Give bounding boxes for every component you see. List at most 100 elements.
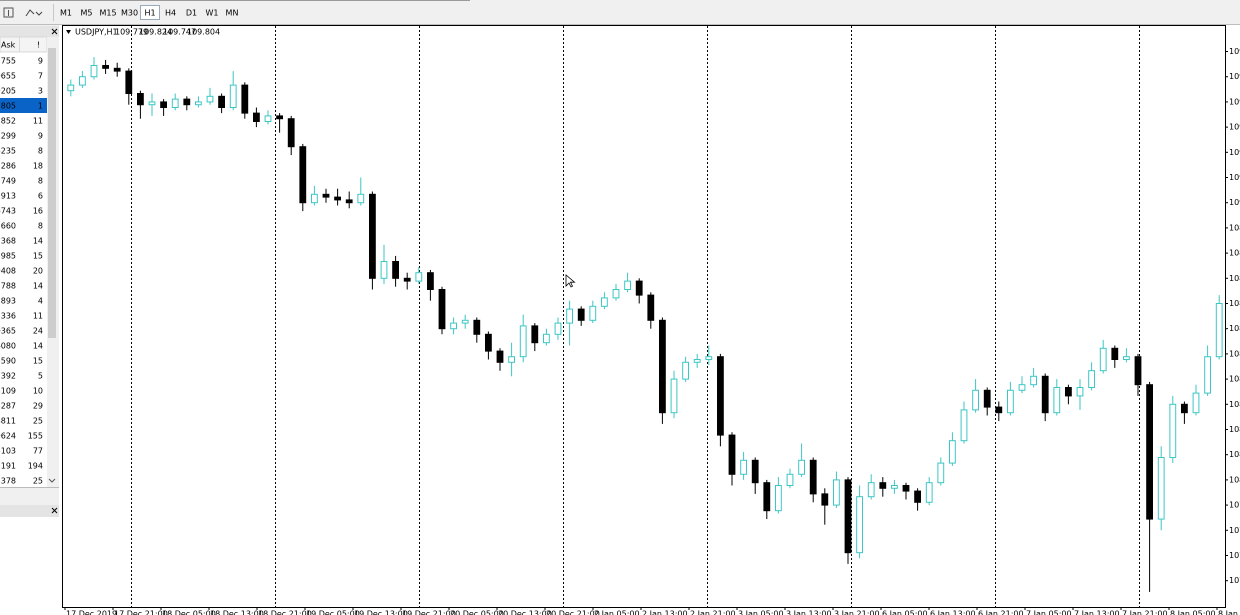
- timeframe-button[interactable]: M5: [81, 9, 93, 18]
- candle-body: [867, 482, 875, 498]
- time-label: 3 Jan 05:00: [738, 610, 784, 615]
- spread[interactable]: 6: [38, 192, 43, 201]
- ask-price[interactable]: .805: [0, 102, 16, 111]
- ask-price[interactable]: 3985: [0, 252, 16, 261]
- candle-body: [682, 361, 690, 380]
- timeframe-button[interactable]: MN: [226, 9, 239, 18]
- spread[interactable]: 7: [38, 72, 43, 81]
- spread[interactable]: 11: [33, 312, 43, 321]
- spread[interactable]: 24: [33, 327, 43, 336]
- ask-price[interactable]: 5749: [0, 177, 16, 186]
- spread[interactable]: 14: [33, 342, 43, 351]
- time-label: 20 Dec 21:00: [546, 610, 600, 615]
- close-button[interactable]: [51, 28, 58, 35]
- spread[interactable]: 8: [38, 222, 43, 231]
- spread[interactable]: 9: [38, 57, 43, 66]
- candle-body: [253, 112, 260, 123]
- spread[interactable]: 25: [33, 417, 43, 426]
- spread[interactable]: 9: [38, 132, 43, 141]
- ask-price[interactable]: 9205: [0, 87, 16, 96]
- ask-price[interactable]: 2286: [0, 162, 16, 171]
- spread[interactable]: 194: [28, 462, 43, 471]
- ask-price[interactable]: 8811: [0, 417, 16, 426]
- price-label: 108: [1229, 274, 1240, 283]
- spread[interactable]: 20: [33, 267, 43, 276]
- spread[interactable]: 10: [33, 387, 43, 396]
- price-label: 107: [1229, 526, 1240, 535]
- candle-body: [113, 67, 121, 72]
- toolbar: [0, 0, 1240, 24]
- candle-body: [450, 322, 458, 330]
- timeframe-button[interactable]: M30: [121, 9, 138, 18]
- timeframe-button[interactable]: D1: [186, 9, 197, 18]
- ask-price[interactable]: .336: [0, 312, 16, 321]
- spread[interactable]: 155: [28, 432, 43, 441]
- column-header[interactable]: !: [37, 41, 40, 50]
- candle-body: [809, 459, 817, 495]
- candle-body: [1076, 386, 1084, 397]
- ask-price[interactable]: 0365: [0, 327, 16, 336]
- spread[interactable]: 8: [38, 147, 43, 156]
- chart-title: USDJPY,H1: [75, 28, 118, 37]
- spread[interactable]: 3: [38, 87, 43, 96]
- spread[interactable]: 77: [33, 447, 43, 456]
- spread[interactable]: 14: [33, 282, 43, 291]
- timeframe-button[interactable]: M1: [60, 9, 72, 18]
- spread[interactable]: 16: [33, 207, 43, 216]
- time-label: 3 Jan 13:00: [786, 610, 832, 615]
- ask-price[interactable]: 3590: [0, 357, 16, 366]
- chart-menu-arrow[interactable]: [66, 30, 71, 34]
- scroll-down[interactable]: [48, 478, 56, 483]
- timeframe-button[interactable]: H1: [144, 9, 155, 18]
- timeframe-bar: M1 M5 M15 M30 H1 H4 D1 W1 MN: [60, 5, 239, 20]
- price-label: 108: [1229, 400, 1240, 409]
- candle-body: [763, 482, 771, 512]
- ask-price[interactable]: 8235: [0, 147, 16, 156]
- toolbar-icon[interactable]: [25, 9, 43, 17]
- ask-price[interactable]: 3287: [0, 402, 16, 411]
- spread[interactable]: 4: [38, 297, 43, 306]
- spread[interactable]: 29: [33, 402, 43, 411]
- ask-price[interactable]: 3378: [0, 477, 16, 486]
- ask-price[interactable]: 5788: [0, 282, 16, 291]
- candle-body: [195, 101, 202, 106]
- spread[interactable]: 25: [33, 477, 43, 486]
- spread[interactable]: 8: [38, 177, 43, 186]
- spread[interactable]: 18: [33, 162, 43, 171]
- timeframe-button[interactable]: H4: [165, 9, 176, 18]
- ask-price[interactable]: 3109: [0, 387, 16, 396]
- spread[interactable]: 15: [33, 252, 43, 261]
- ask-price[interactable]: .893: [0, 297, 16, 306]
- price-label: 108: [1229, 349, 1240, 358]
- column-header[interactable]: Ask: [1, 41, 16, 50]
- toolbar-icon[interactable]: [3, 7, 14, 18]
- spread[interactable]: 1: [38, 102, 43, 111]
- ask-price[interactable]: .913: [0, 192, 16, 201]
- ask-price[interactable]: 7299: [0, 132, 16, 141]
- ask-price[interactable]: 2852: [0, 117, 16, 126]
- ask-price[interactable]: 9624: [0, 432, 16, 441]
- ask-price[interactable]: .660: [0, 222, 16, 231]
- spread[interactable]: 14: [33, 237, 43, 246]
- spread[interactable]: 11: [33, 117, 43, 126]
- candle-body: [833, 479, 840, 506]
- spread[interactable]: 5: [38, 372, 43, 381]
- time-label: 6 Jan 21:00: [978, 610, 1024, 615]
- ask-price[interactable]: .392: [0, 372, 16, 381]
- ask-price[interactable]: .368: [0, 237, 16, 246]
- ask-price[interactable]: 7755: [0, 57, 16, 66]
- selected-row: [0, 98, 47, 113]
- spread[interactable]: 15: [33, 357, 43, 366]
- ask-price[interactable]: 9408: [0, 267, 16, 276]
- candle-body: [786, 473, 794, 486]
- ask-price[interactable]: 2191: [0, 462, 16, 471]
- ask-price[interactable]: 6080: [0, 342, 16, 351]
- close-button[interactable]: [51, 507, 58, 514]
- timeframe-button[interactable]: W1: [206, 9, 219, 18]
- timeframe-button[interactable]: M15: [99, 9, 116, 18]
- scrollbar-thumb[interactable]: [48, 48, 56, 338]
- candle-body: [1030, 375, 1037, 386]
